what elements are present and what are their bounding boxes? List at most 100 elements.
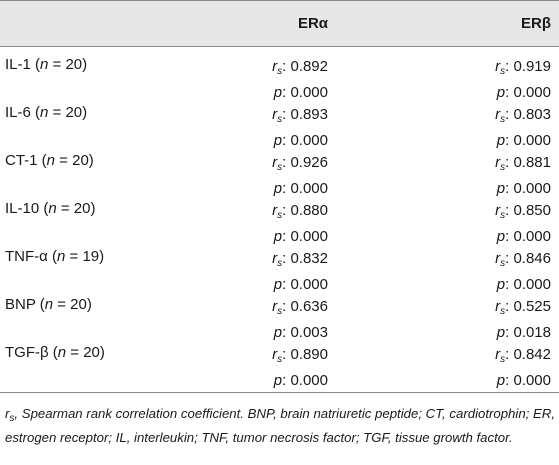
row-label-pre: TGF-β ( <box>5 344 58 361</box>
table-row: IL-6 (n = 20) rs: 0.893 p: 0.000 rs: 0.803 p… <box>0 100 559 151</box>
erb-p-value: : 0.000 <box>505 276 551 293</box>
erb-rs-line: rs: 0.850 <box>430 200 551 226</box>
era-p-value: : 0.000 <box>282 84 328 101</box>
erb-cell: rs: 0.803 p: 0.000 <box>430 104 551 151</box>
footnote-text: , Spearman rank correlation coefficient.… <box>5 406 555 445</box>
s-subscript: s <box>277 114 283 125</box>
n-symbol: n <box>57 248 66 265</box>
p-symbol: p <box>273 228 283 245</box>
era-rs-line: rs: 0.832 <box>210 248 328 274</box>
table-row: TGF-β (n = 20) rs: 0.890 p: 0.000 rs: 0.842… <box>0 340 559 391</box>
p-symbol: p <box>273 324 283 341</box>
n-symbol: n <box>48 200 57 217</box>
r-symbol: r <box>495 58 501 75</box>
erb-rs-value: : 0.842 <box>505 346 551 363</box>
p-symbol: p <box>496 84 506 101</box>
era-p-value: : 0.003 <box>282 324 328 341</box>
erb-cell: rs: 0.919 p: 0.000 <box>430 56 551 103</box>
r-symbol: r <box>272 298 278 315</box>
row-label-post: = 20) <box>66 344 105 361</box>
era-cell: rs: 0.893 p: 0.000 <box>210 104 328 151</box>
erb-p-line: p: 0.000 <box>430 82 551 103</box>
erb-p-line: p: 0.000 <box>430 274 551 295</box>
p-symbol: p <box>273 276 283 293</box>
erb-p-value: : 0.000 <box>505 84 551 101</box>
row-label: IL-1 (n = 20) <box>5 56 87 73</box>
erb-p-line: p: 0.000 <box>430 226 551 247</box>
p-symbol: p <box>273 84 283 101</box>
table-row: TNF-α (n = 19) rs: 0.832 p: 0.000 rs: 0.846… <box>0 244 559 295</box>
erb-rs-line: rs: 0.525 <box>430 296 551 322</box>
s-subscript: s <box>277 258 283 269</box>
s-subscript: s <box>500 162 506 173</box>
row-label: BNP (n = 20) <box>5 296 92 313</box>
row-label-pre: TNF-α ( <box>5 248 57 265</box>
n-symbol: n <box>40 56 49 73</box>
footnote-r-symbol: r <box>5 406 10 421</box>
r-symbol: r <box>495 154 501 171</box>
erb-p-value: : 0.000 <box>505 180 551 197</box>
s-subscript: s <box>500 306 506 317</box>
row-label: IL-6 (n = 20) <box>5 104 87 121</box>
table-row: CT-1 (n = 20) rs: 0.926 p: 0.000 rs: 0.881 p… <box>0 148 559 199</box>
era-rs-line: rs: 0.636 <box>210 296 328 322</box>
era-cell: rs: 0.892 p: 0.000 <box>210 56 328 103</box>
r-symbol: r <box>495 250 501 267</box>
row-label-post: = 20) <box>56 200 96 217</box>
era-rs-line: rs: 0.892 <box>210 56 328 82</box>
row-label-pre: IL-6 ( <box>5 104 41 121</box>
era-p-line: p: 0.000 <box>210 130 328 151</box>
row-label-post: = 20) <box>55 152 94 169</box>
erb-p-line: p: 0.000 <box>430 370 551 391</box>
p-symbol: p <box>273 132 283 149</box>
r-symbol: r <box>495 298 501 315</box>
p-symbol: p <box>496 228 506 245</box>
row-label: TGF-β (n = 20) <box>5 344 105 361</box>
s-subscript: s <box>500 66 506 77</box>
row-label-pre: CT-1 ( <box>5 152 47 169</box>
s-subscript: s <box>277 66 283 77</box>
era-rs-value: : 0.890 <box>282 346 328 363</box>
row-label: TNF-α (n = 19) <box>5 248 104 265</box>
era-cell: rs: 0.636 p: 0.003 <box>210 296 328 343</box>
row-label-pre: BNP ( <box>5 296 45 313</box>
p-symbol: p <box>496 180 506 197</box>
erb-p-value: : 0.000 <box>505 228 551 245</box>
s-subscript: s <box>500 114 506 125</box>
p-symbol: p <box>273 180 283 197</box>
p-symbol: p <box>273 372 283 389</box>
era-rs-line: rs: 0.926 <box>210 152 328 178</box>
erb-cell: rs: 0.846 p: 0.000 <box>430 248 551 295</box>
era-rs-line: rs: 0.880 <box>210 200 328 226</box>
erb-p-line: p: 0.000 <box>430 178 551 199</box>
era-rs-value: : 0.880 <box>282 202 328 219</box>
n-symbol: n <box>40 104 49 121</box>
erb-rs-value: : 0.846 <box>505 250 551 267</box>
era-rs-line: rs: 0.890 <box>210 344 328 370</box>
n-symbol: n <box>44 296 54 313</box>
s-subscript: s <box>277 162 283 173</box>
table-footnote: rs, Spearman rank correlation coefficien… <box>5 404 555 447</box>
header-era: ERα <box>297 15 328 32</box>
row-label: CT-1 (n = 20) <box>5 152 94 169</box>
era-p-line: p: 0.000 <box>210 178 328 199</box>
era-p-value: : 0.000 <box>282 372 328 389</box>
r-symbol: r <box>272 58 278 75</box>
erb-p-line: p: 0.018 <box>430 322 551 343</box>
s-subscript: s <box>500 210 506 221</box>
r-symbol: r <box>272 202 278 219</box>
erb-rs-line: rs: 0.919 <box>430 56 551 82</box>
era-cell: rs: 0.880 p: 0.000 <box>210 200 328 247</box>
s-subscript: s <box>277 210 283 221</box>
era-p-line: p: 0.000 <box>210 82 328 103</box>
r-symbol: r <box>272 106 278 123</box>
table-row: IL-1 (n = 20) rs: 0.892 p: 0.000 rs: 0.919 p… <box>0 52 559 103</box>
era-rs-value: : 0.893 <box>282 106 328 123</box>
row-label: IL-10 (n = 20) <box>5 200 95 217</box>
era-rs-value: : 0.892 <box>282 58 328 75</box>
s-subscript: s <box>500 354 506 365</box>
erb-rs-value: : 0.881 <box>505 154 551 171</box>
era-p-line: p: 0.000 <box>210 370 328 391</box>
n-symbol: n <box>46 152 56 169</box>
row-label-post: = 20) <box>53 296 92 313</box>
